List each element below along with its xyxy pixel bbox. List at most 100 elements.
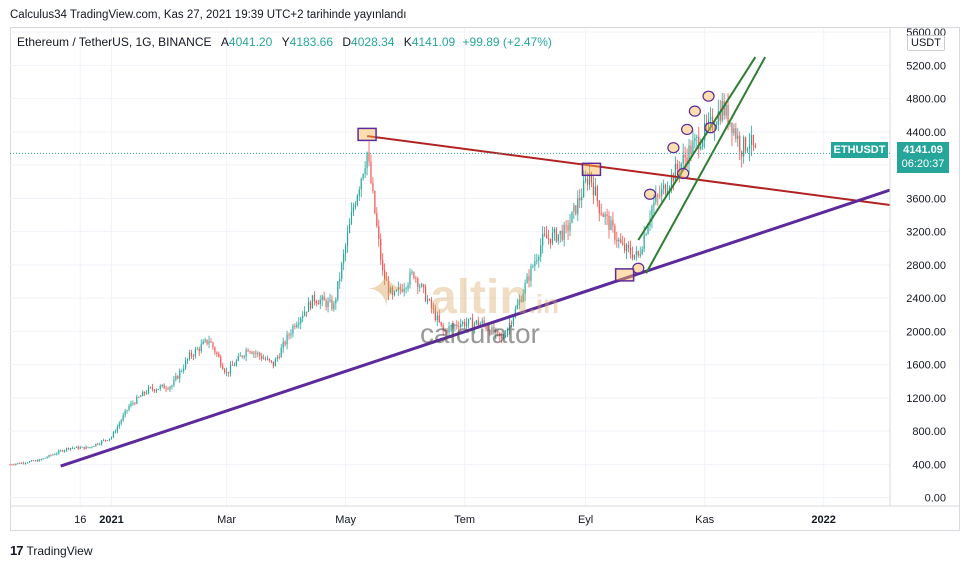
- candle-body: [120, 420, 122, 424]
- candle-body: [32, 460, 35, 462]
- candle-body: [618, 239, 620, 242]
- y-tick-label: 4400.00: [906, 127, 946, 139]
- candle-body: [428, 299, 431, 301]
- candle-body: [585, 178, 587, 181]
- candle-body: [15, 463, 17, 465]
- candle-body: [112, 432, 115, 438]
- candle-body: [9, 464, 11, 466]
- symbol-legend[interactable]: Ethereum / TetherUS, 1G, BINANCE A4041.2…: [17, 35, 552, 49]
- candle-body: [506, 328, 509, 336]
- candle-body: [528, 276, 530, 281]
- candle-body: [17, 463, 19, 464]
- candle-body: [627, 244, 630, 248]
- candle-body: [700, 146, 702, 150]
- candle-body: [460, 324, 462, 328]
- watermark-logo-icon: ✦: [366, 264, 407, 317]
- candle-body: [465, 323, 468, 327]
- candle-body: [85, 446, 87, 449]
- candle-body: [385, 279, 388, 281]
- candle-body: [397, 287, 399, 291]
- candle-body: [481, 320, 483, 324]
- candle-body: [179, 370, 181, 379]
- candle-body: [448, 326, 450, 333]
- candle-body: [173, 379, 175, 386]
- candle-body: [231, 364, 234, 366]
- candle-body: [50, 455, 52, 456]
- candle-body: [594, 186, 596, 196]
- x-tick-label: 2021: [99, 514, 123, 526]
- candle-body: [739, 135, 741, 152]
- candle-body: [212, 342, 214, 348]
- candle-body: [458, 326, 460, 328]
- candle-body: [282, 341, 284, 348]
- candle-body: [659, 195, 661, 197]
- candle-body: [362, 174, 364, 179]
- candle-body: [565, 225, 567, 227]
- candle-body: [243, 356, 245, 357]
- candle-body: [323, 296, 325, 301]
- candle-body: [721, 101, 723, 121]
- x-tick-label: 16: [74, 514, 86, 526]
- candle-body: [313, 295, 315, 302]
- candle-body: [622, 242, 624, 245]
- candle-body: [643, 234, 645, 250]
- candle-body: [140, 396, 142, 397]
- low-value: 4028.34: [351, 35, 395, 49]
- currency-button[interactable]: USDT: [907, 35, 945, 51]
- candle-body: [752, 134, 755, 146]
- candle-body: [319, 299, 321, 305]
- candle-body: [60, 450, 62, 452]
- candle-body: [335, 299, 337, 304]
- candle-body: [647, 225, 649, 235]
- candle-body: [729, 122, 731, 125]
- price-axis: 0.00 400.00 800.00 1200.00 1600.00 2000.00 240…: [906, 27, 946, 505]
- candle-body: [731, 122, 733, 134]
- candle-body: [387, 280, 390, 293]
- candle-body: [602, 214, 604, 217]
- candle-body: [401, 289, 403, 292]
- candle-body: [561, 230, 563, 240]
- candle-body: [169, 386, 171, 390]
- candle-body: [389, 287, 392, 293]
- candle-body: [684, 154, 686, 158]
- publish-info: Calculus34 TradingView.com, Kas 27, 2021…: [10, 9, 407, 21]
- candle-body: [536, 260, 538, 262]
- candle-body: [177, 376, 179, 379]
- candle-body: [364, 168, 366, 175]
- candle-body: [105, 439, 107, 441]
- candle-body: [438, 315, 440, 322]
- candle-body: [524, 283, 526, 294]
- low-label: D: [342, 35, 352, 49]
- candle-body: [309, 301, 312, 309]
- candle-body: [600, 213, 602, 215]
- candle-body: [522, 293, 524, 302]
- candle-body: [200, 344, 202, 352]
- candle-body: [149, 387, 152, 388]
- candle-body: [261, 356, 263, 359]
- candle-body: [403, 288, 405, 292]
- candle-body: [567, 225, 569, 231]
- x-tick-label: Eyl: [578, 514, 593, 526]
- candle-body: [733, 128, 735, 134]
- candle-body: [101, 440, 103, 444]
- candle-body: [19, 463, 21, 464]
- candle-body: [294, 326, 296, 328]
- candle-body: [315, 301, 317, 304]
- symbol-name[interactable]: Ethereum / TetherUS, 1G, BINANCE: [17, 35, 212, 49]
- candle-body: [26, 462, 29, 464]
- candle-body: [754, 145, 756, 148]
- candle-body: [413, 272, 415, 278]
- footer-brand[interactable]: 17 TradingView: [10, 543, 93, 558]
- candle-body: [270, 360, 273, 362]
- candle-body: [339, 278, 341, 282]
- candle-body: [670, 174, 673, 188]
- candle-body: [214, 347, 216, 353]
- candle-body: [545, 234, 548, 239]
- candle-body: [165, 388, 167, 390]
- candle-body: [245, 350, 247, 357]
- candle-body: [73, 447, 75, 449]
- ellipse-marker: [667, 142, 680, 154]
- candle-body: [298, 323, 300, 325]
- box-marker: [581, 162, 602, 177]
